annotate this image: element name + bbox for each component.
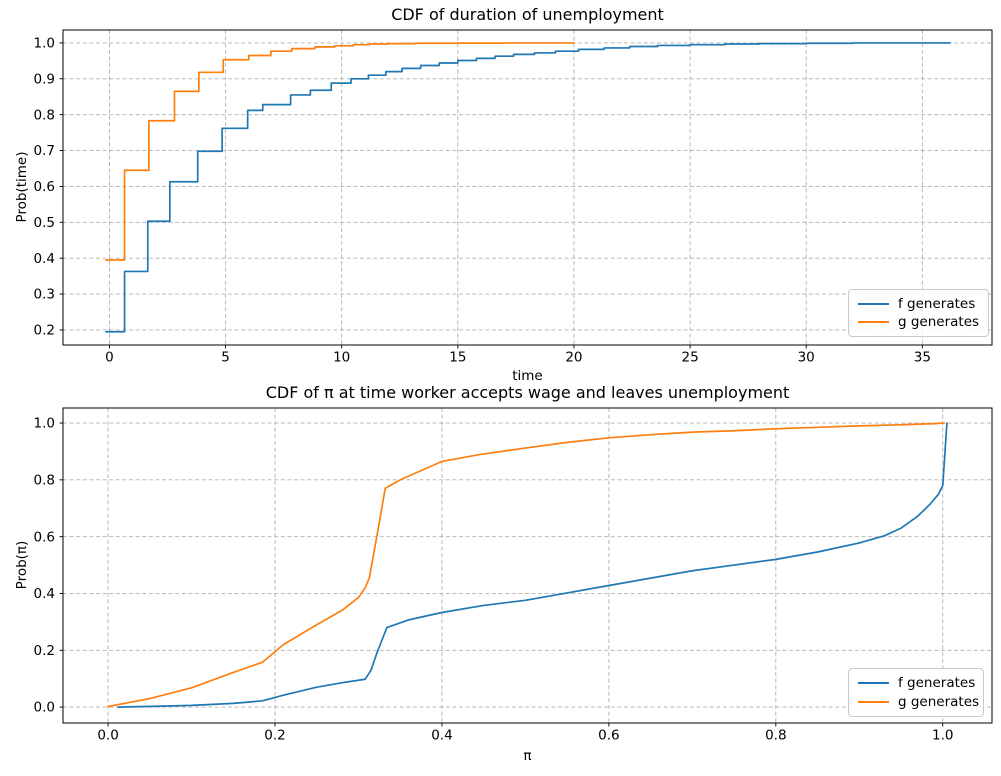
bottom-chart-legend: f generates g generates	[848, 668, 984, 717]
chart-1: 0.0 0.2 0.4 0.6 0.8 1.0 0.0 0.2 0.4 0.6 0.8 1.0	[34, 407, 993, 744]
y-tick-label: 0.4	[34, 251, 55, 267]
legend-label-f: f generates	[898, 675, 976, 691]
y-tick-label: 1.0	[34, 416, 55, 432]
chart-0: 0 5 10 15 20 25 30 35 0.2 0.3 0.4 0.5 0.6 0.7 0.8 0.9 1.…	[34, 29, 993, 366]
x-tick-label: 0	[105, 350, 114, 366]
bottom-chart-title: CDF of π at time worker accepts wage and…	[265, 383, 790, 402]
x-tick-label: 25	[681, 350, 698, 366]
x-tick-label: 0.2	[264, 728, 285, 744]
x-tick-label: 0.6	[598, 728, 619, 744]
legend-label-g: g generates	[898, 694, 980, 710]
y-tick-label: 0.2	[34, 323, 55, 339]
legend-label-f: f generates	[898, 296, 976, 312]
plot-spines	[62, 29, 993, 346]
y-tick-label: 0.4	[34, 586, 55, 602]
y-tick-label: 0.8	[34, 472, 55, 488]
g-line-swatch	[858, 320, 889, 324]
series-line-f	[117, 422, 948, 708]
x-tick-label: 15	[449, 350, 466, 366]
top-chart-ylabel: Prob(time)	[14, 151, 30, 223]
series-line-g	[105, 42, 575, 261]
y-tick-label: 0.7	[34, 143, 55, 159]
y-tick-label: 0.0	[34, 700, 55, 716]
y-tick-label: 0.3	[34, 287, 55, 303]
x-tick-label: 0.4	[431, 728, 452, 744]
y-tick-label: 0.6	[34, 179, 55, 195]
y-tick-label: 0.9	[34, 71, 55, 87]
g-line-swatch	[858, 700, 889, 704]
y-tick-label: 0.5	[34, 215, 55, 231]
x-tick-label: 10	[333, 350, 350, 366]
top-chart-title: CDF of duration of unemployment	[391, 5, 664, 24]
plot-spines	[62, 407, 993, 724]
legend-entry-f: f generates	[858, 296, 979, 312]
legend-label-g: g generates	[898, 314, 980, 330]
y-tick-label: 1.0	[34, 36, 55, 52]
series-line-f	[105, 42, 952, 333]
bottom-chart-ylabel: Prob(π)	[14, 540, 30, 590]
x-tick-label: 0.0	[97, 728, 118, 744]
series-line-g	[107, 422, 946, 708]
x-tick-label: 35	[914, 350, 931, 366]
top-chart-xlabel: time	[512, 368, 543, 384]
x-tick-label: 1.0	[932, 728, 953, 744]
legend-entry-f: f generates	[858, 675, 976, 691]
f-line-swatch	[858, 681, 889, 685]
bottom-chart-xlabel: π	[523, 748, 532, 764]
x-tick-label: 30	[798, 350, 815, 366]
top-chart-legend: f generates g generates	[848, 289, 989, 337]
y-tick-label: 0.8	[34, 107, 55, 123]
y-tick-label: 0.2	[34, 643, 55, 659]
legend-entry-g: g generates	[858, 694, 979, 710]
x-tick-label: 0.8	[765, 728, 786, 744]
x-tick-label: 5	[221, 350, 230, 366]
x-tick-label: 20	[565, 350, 582, 366]
y-tick-label: 0.6	[34, 529, 55, 545]
f-line-swatch	[858, 302, 889, 306]
legend-entry-g: g generates	[858, 314, 979, 330]
